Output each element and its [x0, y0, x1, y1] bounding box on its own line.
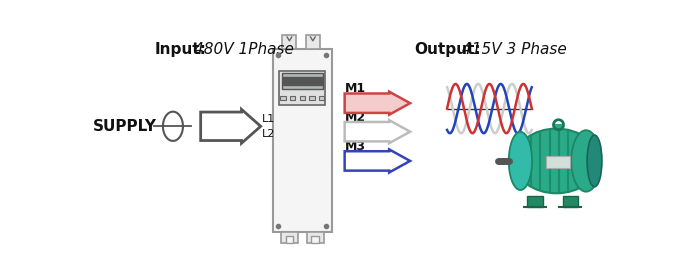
Ellipse shape [587, 135, 602, 187]
Text: M3: M3 [345, 140, 366, 153]
Polygon shape [201, 109, 260, 143]
Text: M2: M2 [345, 111, 366, 124]
Text: 480V 1Phase: 480V 1Phase [194, 42, 294, 57]
Polygon shape [307, 232, 324, 243]
Polygon shape [282, 35, 296, 49]
Polygon shape [311, 237, 319, 243]
Polygon shape [345, 149, 410, 172]
Polygon shape [319, 96, 324, 100]
FancyBboxPatch shape [545, 156, 571, 168]
Polygon shape [306, 35, 320, 49]
Ellipse shape [509, 132, 532, 190]
Polygon shape [282, 73, 323, 89]
Polygon shape [527, 196, 543, 207]
Text: M1: M1 [345, 82, 366, 95]
Text: L1: L1 [262, 114, 275, 124]
Polygon shape [562, 196, 578, 207]
Text: Input:: Input: [154, 42, 206, 57]
Polygon shape [300, 96, 305, 100]
Polygon shape [345, 120, 410, 143]
Ellipse shape [514, 129, 599, 193]
Text: L2: L2 [262, 129, 275, 139]
Polygon shape [309, 96, 315, 100]
Polygon shape [286, 237, 293, 243]
Ellipse shape [571, 130, 601, 192]
Text: 415V 3 Phase: 415V 3 Phase [462, 42, 566, 57]
Polygon shape [281, 232, 298, 243]
Polygon shape [345, 92, 410, 115]
Polygon shape [273, 49, 332, 232]
Polygon shape [280, 96, 286, 100]
Text: Output:: Output: [414, 42, 481, 57]
Text: SUPPLY: SUPPLY [93, 119, 157, 134]
Polygon shape [279, 71, 326, 105]
Polygon shape [290, 96, 295, 100]
